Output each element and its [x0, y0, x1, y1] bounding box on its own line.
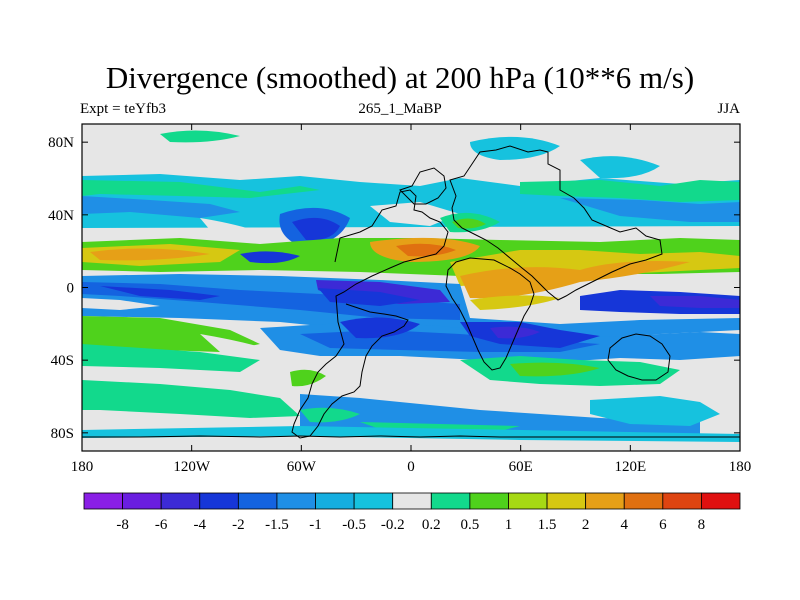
- y-tick-label: 40N: [48, 208, 74, 224]
- colorbar-label: -0.5: [342, 517, 366, 533]
- season-label: JJA: [717, 101, 740, 117]
- colorbar-swatch: [662, 492, 702, 510]
- field-region: [300, 407, 360, 423]
- axis-ticks: 180 120W 60W 0 60E 120E 180 80N 40N 0 40S 80S: [48, 124, 751, 475]
- x-tick-label: 120W: [173, 459, 211, 475]
- field-region: [200, 218, 280, 242]
- colorbar-swatch: [585, 492, 625, 510]
- colorbar-swatch: [160, 492, 201, 510]
- colorbar-swatch: [83, 492, 123, 510]
- colorbar-label: -1: [309, 517, 322, 533]
- field-region: [490, 326, 540, 339]
- colorbar-swatch: [469, 492, 509, 510]
- y-tick-label: 0: [67, 281, 75, 297]
- x-tick-label: 0: [407, 459, 415, 475]
- y-tick-label: 80N: [48, 135, 74, 151]
- field-region: [200, 334, 300, 361]
- coastline-africa: [445, 257, 535, 371]
- colorbar-label: 0.2: [422, 517, 441, 533]
- coastlines: [82, 145, 740, 439]
- colorbar-swatch: [508, 492, 548, 510]
- coastline-greenland: [399, 167, 447, 205]
- field-region: [396, 243, 456, 257]
- colorbar-label: -6: [155, 517, 168, 533]
- colorbar-label: 0.5: [461, 517, 480, 533]
- colorbar-swatch: [546, 492, 587, 510]
- coastline-antarctica: [82, 435, 740, 438]
- colorbar-label: -2: [232, 517, 245, 533]
- field-region: [160, 130, 240, 143]
- field-region: [560, 198, 740, 222]
- colorbar-swatch: [623, 492, 664, 510]
- colorbar-label: 1: [505, 517, 513, 533]
- field-region: [520, 180, 740, 202]
- colorbar-label: -0.2: [381, 517, 405, 533]
- colorbar-label: -1.5: [265, 517, 289, 533]
- field-region: [240, 251, 300, 264]
- field-region: [650, 296, 740, 308]
- colorbar-label: 4: [620, 517, 628, 533]
- colorbar-label: 2: [582, 517, 590, 533]
- field-region: [82, 180, 320, 198]
- colorbar-swatch: [701, 492, 741, 510]
- field-region: [370, 202, 460, 226]
- field-region: [90, 248, 210, 261]
- x-tick-label: 60E: [509, 459, 533, 475]
- colorbar: -8 -6 -4 -2 -1.5 -1 -0.5 -0.2 0.2 0.5 1 1.5 2 4 6 8: [83, 492, 741, 533]
- field-region: [460, 261, 690, 299]
- x-tick-label: 120E: [614, 459, 646, 475]
- field-region: [470, 295, 560, 310]
- colorbar-label: -4: [194, 517, 207, 533]
- coastline-americas: [291, 189, 449, 439]
- field-region: [82, 298, 160, 310]
- colorbar-label: 6: [659, 517, 667, 533]
- x-tick-label: 180: [71, 459, 94, 475]
- field-region: [100, 286, 220, 300]
- field-region: [590, 396, 720, 426]
- colorbar-label: -8: [116, 517, 129, 533]
- field-region: [510, 362, 600, 377]
- field-region: [82, 380, 300, 418]
- colorbar-swatch: [430, 492, 471, 510]
- field-region: [580, 156, 660, 179]
- chart-title: Divergence (smoothed) at 200 hPa (10**6 …: [105, 60, 695, 95]
- coastline-eurasia: [449, 145, 663, 301]
- field-region: [82, 344, 260, 372]
- colorbar-swatch: [392, 492, 432, 510]
- colorbar-swatch: [315, 492, 355, 510]
- colorbar-swatch: [276, 492, 316, 510]
- colorbar-swatch: [122, 492, 162, 510]
- field-region: [470, 136, 560, 160]
- y-tick-label: 40S: [51, 353, 74, 369]
- field-region: [292, 217, 340, 241]
- colorbar-label: 8: [698, 517, 706, 533]
- colorbar-swatch: [199, 492, 239, 510]
- field-region: [340, 317, 420, 339]
- y-tick-label: 80S: [51, 426, 74, 442]
- colorbar-swatch: [237, 492, 278, 510]
- experiment-label: Expt = teYfb3: [80, 101, 166, 117]
- colorbar-swatch: [353, 492, 394, 510]
- field-region: [82, 196, 240, 218]
- field-region: [82, 436, 740, 451]
- coastline-australia: [607, 333, 671, 381]
- x-tick-label: 180: [729, 459, 752, 475]
- colorbar-label: 1.5: [538, 517, 557, 533]
- run-label: 265_1_MaBP: [358, 101, 442, 117]
- x-tick-label: 60W: [287, 459, 317, 475]
